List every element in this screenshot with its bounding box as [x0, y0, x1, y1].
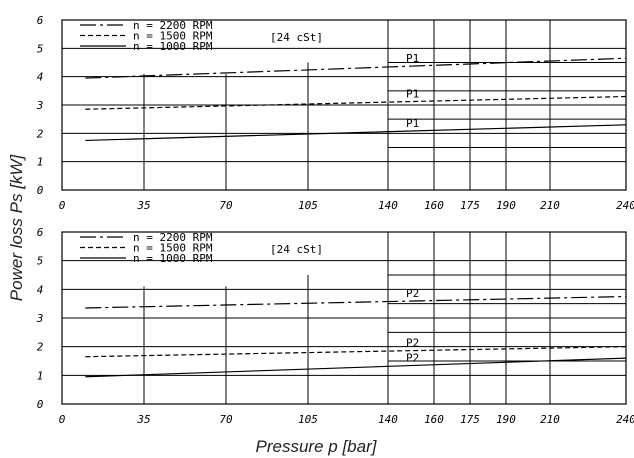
legend-note: [24 cSt]	[270, 243, 323, 256]
legend-note: [24 cSt]	[270, 31, 323, 44]
series-label: P1	[406, 117, 419, 130]
y-tick-label: 1	[37, 369, 44, 382]
y-tick-label: 0	[37, 184, 44, 197]
y-tick-label: 6	[37, 14, 44, 27]
y-tick-label: 5	[37, 42, 44, 55]
series-line	[85, 295, 627, 309]
y-tick-label: 4	[37, 283, 44, 296]
legend-label: n = 1500 RPM	[133, 242, 213, 255]
series-label: P2	[406, 337, 419, 350]
y-tick-label: 0	[37, 398, 44, 411]
x-tick-label: 190	[496, 199, 516, 212]
x-tick-label: 210	[540, 413, 560, 426]
series-line	[85, 346, 627, 358]
top-plot: 0 1 2 3 4 5 6 0 35 70 105 140 160 175 190 210 240 n = 220…	[36, 14, 634, 212]
series-label: P1	[406, 52, 419, 65]
x-tick-label: 175	[460, 413, 480, 426]
y-tick-label: 6	[37, 226, 44, 239]
y-tick-label: 1	[37, 156, 44, 169]
y-tick-label: 3	[36, 312, 44, 325]
x-axis-title: Pressure p [bar]	[256, 437, 378, 456]
legend-label: n = 1000 RPM	[133, 40, 213, 53]
legend-label: n = 2200 RPM	[133, 19, 213, 32]
x-tick-label: 105	[298, 413, 318, 426]
x-tick-label: 35	[136, 413, 150, 426]
series-line	[85, 95, 627, 110]
x-tick-label: 160	[424, 413, 444, 426]
series-line	[85, 57, 627, 79]
x-tick-label: 140	[378, 413, 398, 426]
series-label: P1	[406, 87, 419, 100]
x-tick-label: 175	[460, 199, 480, 212]
x-tick-label: 35	[136, 199, 150, 212]
x-tick-label: 160	[424, 199, 444, 212]
legend-label: n = 1000 RPM	[133, 252, 213, 265]
plot-frame	[61, 19, 627, 191]
x-tick-label: 70	[219, 413, 233, 426]
legend-label: n = 2200 RPM	[133, 231, 213, 244]
y-tick-label: 3	[36, 99, 44, 112]
series-label: P2	[406, 287, 419, 300]
x-tick-label: 190	[496, 413, 516, 426]
x-tick-label: 240	[616, 199, 634, 212]
bottom-plot: 0 1 2 3 4 5 6 0 35 70 105 140 160 175 190 210 240 n = 220…	[36, 226, 634, 426]
series-line	[85, 124, 627, 142]
x-tick-label: 240	[616, 413, 634, 426]
y-tick-label: 5	[37, 255, 44, 268]
x-tick-label: 0	[59, 199, 66, 212]
x-tick-label: 105	[298, 199, 318, 212]
x-tick-label: 140	[378, 199, 398, 212]
plot-frame	[61, 231, 627, 405]
series-label: P2	[406, 351, 419, 364]
x-tick-label: 210	[540, 199, 560, 212]
x-tick-label: 0	[59, 413, 66, 426]
y-tick-label: 2	[37, 341, 44, 354]
y-tick-label: 2	[37, 127, 44, 140]
series-line	[85, 357, 627, 378]
legend-label: n = 1500 RPM	[133, 30, 213, 43]
y-axis-title: Power loss Ps [kW]	[7, 154, 26, 302]
x-tick-label: 70	[219, 199, 233, 212]
y-tick-label: 4	[37, 71, 44, 84]
